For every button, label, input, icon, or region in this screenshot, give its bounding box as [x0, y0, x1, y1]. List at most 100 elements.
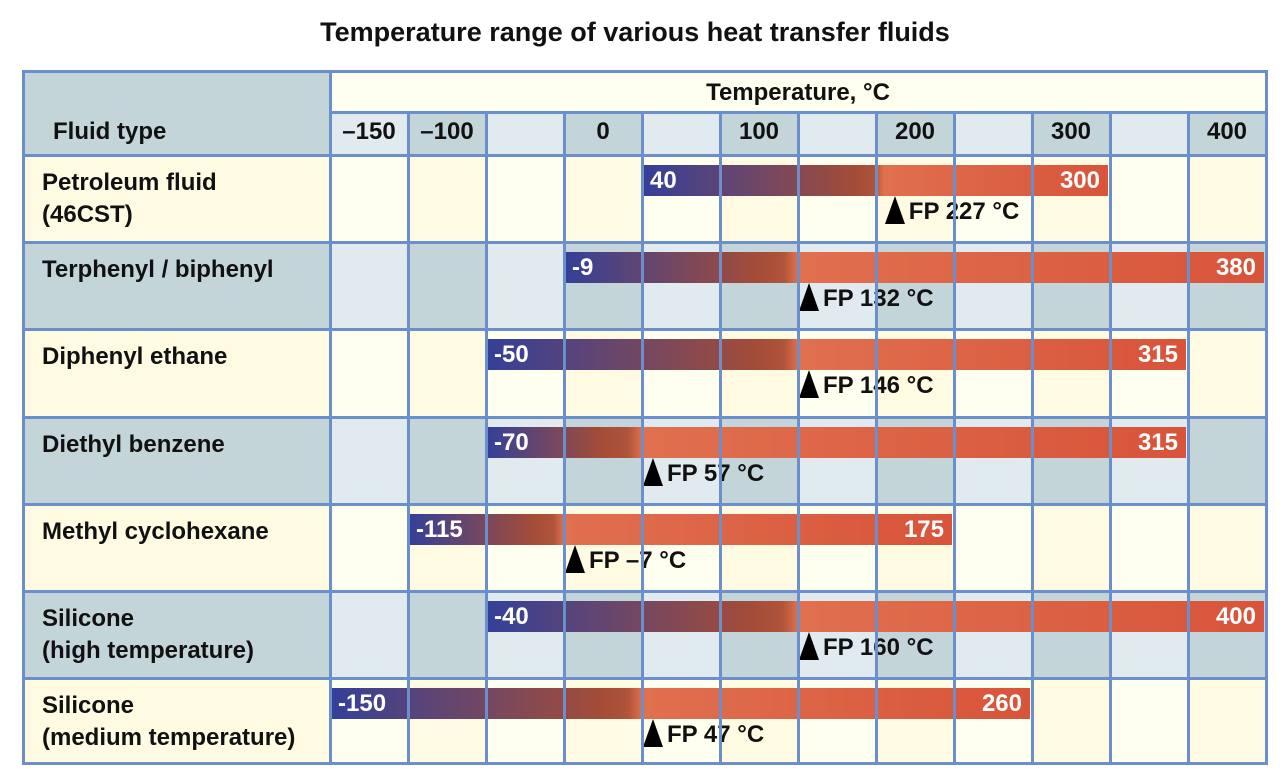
row-label-bg	[22, 591, 330, 679]
grid-cell	[330, 329, 408, 417]
bar-min-label: -9	[572, 254, 594, 282]
chart-title: Temperature range of various heat transf…	[320, 17, 950, 47]
grid-cell	[1188, 678, 1266, 766]
axis-label: Temperature, °C	[706, 79, 890, 106]
bar-min-label: -70	[494, 428, 529, 456]
v-gridline	[953, 112, 956, 766]
fluid-name: Methyl cyclohexane	[42, 517, 269, 545]
grid-cell	[1188, 416, 1266, 504]
flash-point-marker-icon	[643, 719, 663, 748]
grid-cell	[408, 329, 486, 417]
grid-cell	[330, 155, 408, 243]
grid-cell	[954, 503, 1032, 591]
tick-label: 200	[894, 118, 936, 145]
grid-cell	[1110, 503, 1188, 591]
tick-label: 0	[596, 118, 610, 145]
fluid-name: Silicone (high temperature)	[42, 605, 255, 664]
grid-cell	[486, 242, 564, 330]
v-gridline	[875, 112, 878, 766]
row-label-bg	[22, 678, 330, 766]
flash-point-label: FP 146 °C	[823, 372, 934, 400]
flash-point-label: FP 227 °C	[908, 198, 1020, 225]
grid-cell	[1188, 329, 1266, 417]
flash-point-marker-icon	[565, 544, 585, 573]
grid-cell	[1032, 678, 1110, 766]
bar-max-label: 175	[903, 515, 944, 543]
h-gridline	[22, 677, 1266, 681]
h-gridline	[22, 241, 1266, 245]
bar-max-label: 380	[1215, 254, 1256, 282]
tick-cell-bg	[642, 112, 720, 155]
tick-cell-bg	[798, 112, 876, 155]
row-label-bg	[22, 242, 330, 330]
bar-min-label: -115	[416, 515, 463, 543]
bar-min-label: -50	[494, 341, 529, 369]
tick-cell-bg	[720, 112, 798, 155]
grid-cell	[408, 591, 486, 679]
h-gridline	[330, 111, 1266, 114]
tick-label: 100	[738, 118, 780, 145]
bar-min-label: 40	[650, 167, 677, 194]
h-gridline	[22, 154, 1266, 157]
tick-cell-bg	[408, 112, 486, 155]
v-gridline	[1265, 112, 1268, 766]
grid-cell	[408, 242, 486, 330]
grid-cell	[1032, 503, 1110, 591]
h-gridline	[22, 415, 1266, 419]
flash-point-label: FP 132 °C	[823, 285, 934, 313]
v-gridline	[797, 112, 800, 766]
range-bar: -50 315	[486, 339, 1186, 371]
bar-max-label: 315	[1137, 341, 1178, 369]
h-gridline	[22, 590, 1266, 593]
flash-point-marker-icon	[799, 632, 819, 660]
grid-cell	[564, 155, 642, 243]
v-gridline	[1187, 112, 1190, 766]
bar-max-label: 260	[981, 690, 1022, 718]
fluid-name: Diphenyl ethane	[42, 343, 228, 371]
row-label-bg	[22, 155, 330, 243]
fluid-type-header-bg	[22, 70, 330, 155]
bar-min-label: -40	[494, 603, 529, 630]
tick-cell-bg	[330, 112, 408, 155]
tick-label: –100	[420, 118, 474, 145]
grid-cell	[408, 155, 486, 243]
tick-cell-bg	[1032, 112, 1110, 155]
flash-point-label: FP 57 °C	[667, 459, 765, 487]
bar-max-label: 300	[1059, 167, 1100, 194]
v-gridline	[719, 112, 722, 766]
grid-cell	[330, 416, 408, 504]
h-gridline	[22, 328, 1266, 332]
range-bar: -115 175	[408, 513, 952, 545]
range-bar: -70 315	[486, 426, 1186, 458]
grid-cell	[408, 416, 486, 504]
h-gridline	[22, 502, 1266, 506]
fluid-type-header: Fluid type	[53, 118, 167, 145]
tick-cell-bg	[486, 112, 564, 155]
fluid-name: Petroleum fluid (46CST)	[42, 169, 217, 228]
fluid-name: Terphenyl / biphenyl	[42, 256, 274, 284]
grid-cell	[330, 503, 408, 591]
range-bar: -150 260	[330, 688, 1030, 720]
tick-cell-bg	[564, 112, 642, 155]
fluid-name: Silicone (medium temperature)	[42, 692, 296, 752]
fluid-name: Diethyl benzene	[42, 430, 225, 458]
tick-cell-bg	[1110, 112, 1188, 155]
bar-max-label: 400	[1215, 603, 1256, 630]
flash-point-label: FP 160 °C	[823, 634, 934, 661]
tick-cell-bg	[954, 112, 1032, 155]
flash-point-marker-icon	[799, 370, 819, 399]
v-gridline	[641, 112, 644, 766]
v-gridline	[563, 112, 566, 766]
grid-cell	[1188, 503, 1266, 591]
grid-cell	[486, 155, 564, 243]
v-gridline	[485, 112, 488, 766]
row-label-bg	[22, 503, 330, 591]
flash-point-label: FP –7 °C	[589, 546, 687, 574]
flash-point-marker-icon	[799, 283, 819, 312]
grid-cell	[330, 591, 408, 679]
temperature-header-bg	[330, 70, 1266, 112]
tick-cell-bg	[876, 112, 954, 155]
tick-label: 300	[1050, 118, 1092, 145]
v-gridline	[1031, 112, 1034, 766]
